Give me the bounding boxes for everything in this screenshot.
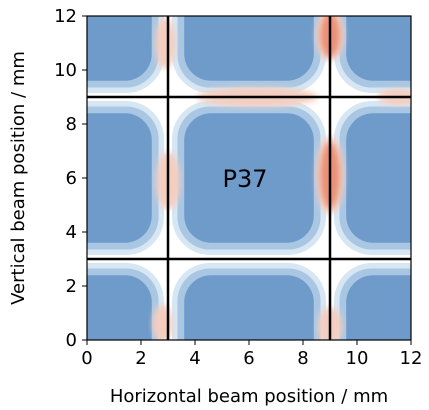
y-tick-label: 12: [54, 6, 77, 27]
y-axis: 0 2 4 6 8 10 12: [54, 6, 87, 351]
y-tick-label: 8: [66, 114, 77, 135]
hotspot-halo: [155, 17, 176, 69]
annotation-label: P37: [222, 165, 267, 193]
y-tick-label: 0: [66, 330, 77, 351]
y-axis-label: Vertical beam position / mm: [8, 51, 29, 305]
heatmap-cell-level-2: [346, 113, 411, 243]
hotspot-halo: [152, 304, 173, 340]
x-tick-label: 0: [81, 348, 92, 369]
y-tick-label: 6: [66, 168, 77, 189]
x-axis-label: Horizontal beam position / mm: [110, 386, 388, 407]
heatmap-cell-level-2: [87, 275, 152, 340]
plot-area: [87, 16, 411, 340]
heatmap-cell-level-2: [184, 275, 314, 340]
heatmap-cell-level-2: [184, 16, 314, 81]
x-axis: 0 2 4 6 8 10 12: [81, 340, 422, 369]
y-tick-label: 4: [66, 222, 77, 243]
x-tick-label: 10: [346, 348, 369, 369]
heatmap-cell-level-2: [346, 16, 411, 81]
y-tick-label: 2: [66, 276, 77, 297]
heatmap-cell-level-2: [184, 113, 314, 243]
x-tick-label: 2: [135, 348, 146, 369]
x-tick-label: 6: [243, 348, 254, 369]
x-tick-label: 4: [189, 348, 200, 369]
grid-lines: [87, 16, 411, 340]
x-tick-label: 12: [400, 348, 423, 369]
x-tick-label: 8: [297, 348, 308, 369]
heatmap-cell-level-2: [87, 113, 152, 243]
heatmap-cell-level-2: [87, 16, 152, 81]
y-tick-label: 10: [54, 60, 77, 81]
heatmap-cell-level-2: [346, 275, 411, 340]
